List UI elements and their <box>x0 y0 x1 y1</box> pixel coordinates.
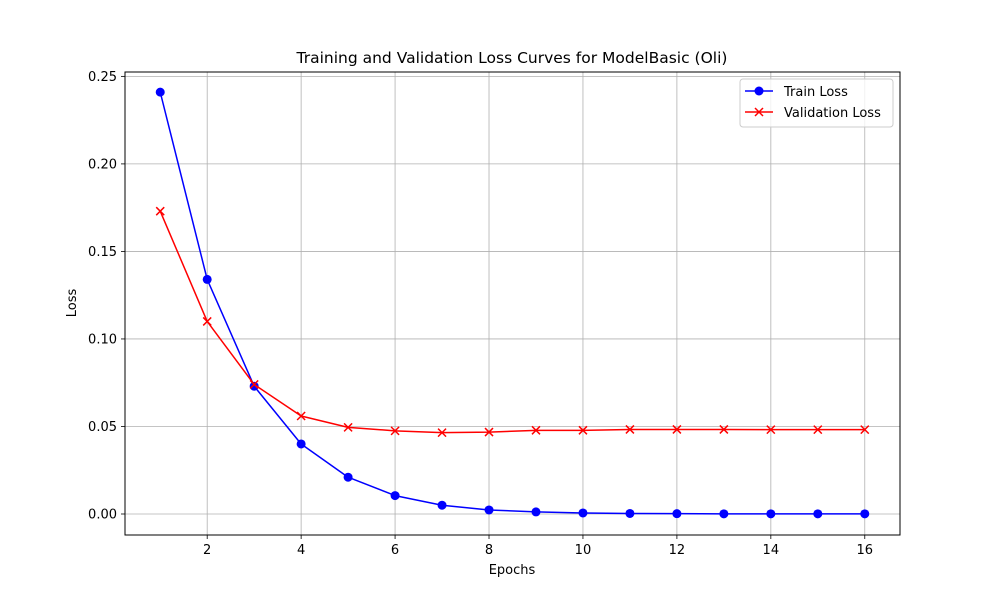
x-tick-label: 8 <box>485 543 493 558</box>
series-line-validation <box>159 210 865 434</box>
x-tick-label: 12 <box>669 543 686 558</box>
series-line-train <box>159 91 865 515</box>
train-point <box>625 508 635 518</box>
validation-point <box>531 425 541 435</box>
x-tick-label: 16 <box>856 543 873 558</box>
train-point <box>202 274 212 284</box>
train-point <box>296 439 306 449</box>
validation-point <box>625 424 635 434</box>
y-tick-label: 0.10 <box>88 332 117 347</box>
train-point <box>484 505 494 515</box>
train-point <box>249 381 259 391</box>
x-axis-title: Epochs <box>489 563 536 578</box>
validation-point <box>719 424 729 434</box>
x-tick-label: 2 <box>203 543 211 558</box>
train-point <box>860 509 870 519</box>
validation-point <box>766 425 776 435</box>
validation-point <box>813 425 823 435</box>
x-tick-label: 10 <box>575 543 592 558</box>
legend-label-train: Train Loss <box>783 85 848 100</box>
validation-point <box>343 422 353 432</box>
train-point <box>813 509 823 519</box>
train-point <box>672 509 682 519</box>
legend-label-validation: Validation Loss <box>784 106 881 121</box>
validation-point <box>578 425 588 435</box>
validation-point <box>390 426 400 436</box>
validation-point <box>672 424 682 434</box>
validation-point <box>249 379 259 389</box>
validation-point <box>484 427 494 437</box>
y-tick-label: 0.15 <box>88 245 117 260</box>
validation-point <box>860 425 870 435</box>
y-tick-label: 0.20 <box>88 157 117 172</box>
y-tick-label: 0.00 <box>88 507 117 522</box>
y-tick-label: 0.25 <box>88 70 117 85</box>
legend: Train Loss Validation Loss <box>739 78 894 128</box>
validation-point <box>202 316 212 326</box>
series <box>155 87 870 519</box>
plot-area <box>124 71 901 536</box>
train-point <box>390 491 400 501</box>
train-point <box>531 507 541 517</box>
y-tick-label: 0.05 <box>88 420 117 435</box>
train-point <box>437 500 447 510</box>
legend-box <box>739 78 894 128</box>
validation-point <box>155 206 165 216</box>
train-point <box>578 508 588 518</box>
y-axis-title: Loss <box>65 289 80 318</box>
grid <box>125 72 900 535</box>
train-point <box>155 87 165 97</box>
x-tick-label: 14 <box>763 543 780 558</box>
axis-ticks: 2 4 6 8 10 12 14 16 0.00 0.05 0.10 0.15 0.20 0.25 <box>88 70 873 558</box>
legend-marker-validation <box>754 107 764 117</box>
train-point <box>343 472 353 482</box>
x-tick-label: 4 <box>297 543 305 558</box>
train-point <box>766 509 776 519</box>
validation-point <box>437 428 447 438</box>
train-point <box>719 509 729 519</box>
legend-marker-train <box>754 86 764 96</box>
chart-title: Training and Validation Loss Curves for … <box>296 49 728 67</box>
validation-point <box>296 411 306 421</box>
x-tick-label: 6 <box>391 543 399 558</box>
